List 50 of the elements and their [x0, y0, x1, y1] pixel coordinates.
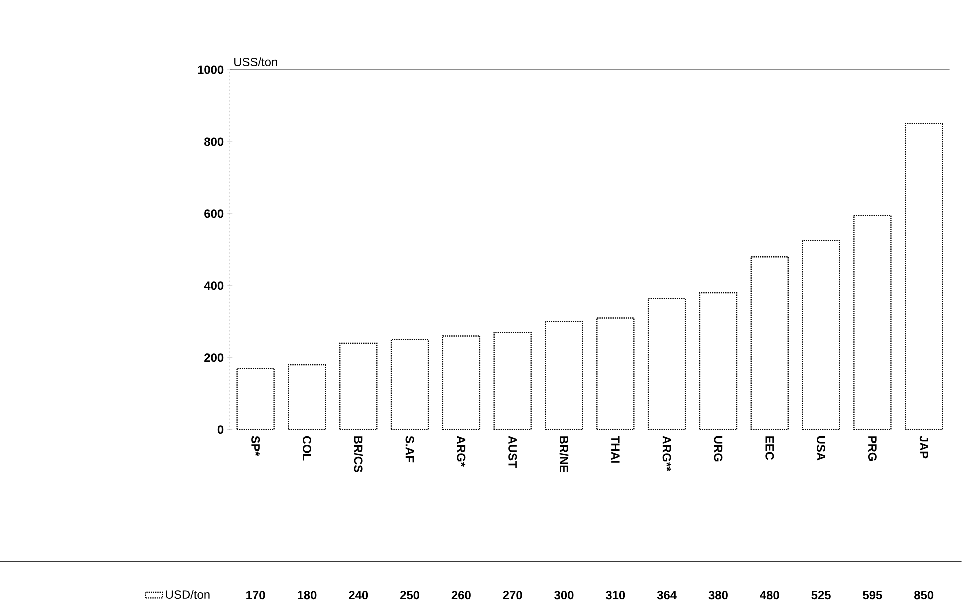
bar [854, 215, 892, 431]
data-label: 300 [554, 591, 574, 600]
x-tick-label: BR/NE [560, 436, 569, 473]
bar [442, 336, 481, 431]
bar [236, 368, 275, 431]
x-tick-label: AUST [508, 436, 518, 468]
x-tick-label: ARG* [457, 436, 466, 468]
data-label: 525 [812, 591, 831, 600]
bar [390, 339, 430, 431]
x-tick-label: JAP [920, 436, 928, 459]
data-label: 170 [246, 591, 266, 600]
y-axis-title: USS/ton [234, 58, 278, 67]
data-label: 364 [657, 591, 677, 600]
data-label: 240 [349, 591, 368, 600]
legend-label: USD/ton [166, 590, 210, 600]
data-label: 270 [503, 591, 522, 600]
data-label: 180 [298, 591, 317, 600]
bar [699, 292, 738, 431]
data-label: 480 [760, 591, 780, 600]
y-tick-label: 0 [218, 426, 224, 434]
x-tick-label: PRG [868, 436, 877, 462]
y-tick-label: 1000 [198, 66, 224, 74]
bar [904, 123, 944, 431]
x-tick-label: THAI [612, 436, 620, 464]
x-tick-label: URG [714, 436, 723, 462]
bar [750, 256, 789, 431]
x-tick-label: BR/CS [354, 436, 364, 473]
bar [545, 321, 584, 431]
data-label: 260 [452, 591, 471, 600]
x-tick-label: COL [302, 436, 312, 461]
data-label: 850 [914, 591, 934, 600]
x-tick-label: USA [817, 436, 826, 461]
x-tick-label: ARG** [662, 436, 672, 472]
bar [288, 364, 326, 431]
bar [596, 318, 635, 431]
x-tick-label: S.AF [406, 436, 414, 463]
y-tick-label: 800 [204, 138, 224, 146]
y-tick-label: 400 [204, 282, 224, 290]
bar [494, 332, 532, 431]
data-label: 250 [400, 591, 420, 600]
y-tick-label: 200 [204, 354, 224, 362]
y-tick-label: 600 [204, 210, 224, 218]
data-label: 595 [863, 591, 882, 600]
bar [340, 342, 378, 431]
x-tick-label: SP* [252, 436, 260, 457]
data-label: 310 [606, 591, 626, 600]
bar [648, 298, 686, 431]
bar [802, 240, 840, 431]
x-tick-label: EEC [766, 436, 774, 460]
data-label: 380 [708, 591, 728, 600]
